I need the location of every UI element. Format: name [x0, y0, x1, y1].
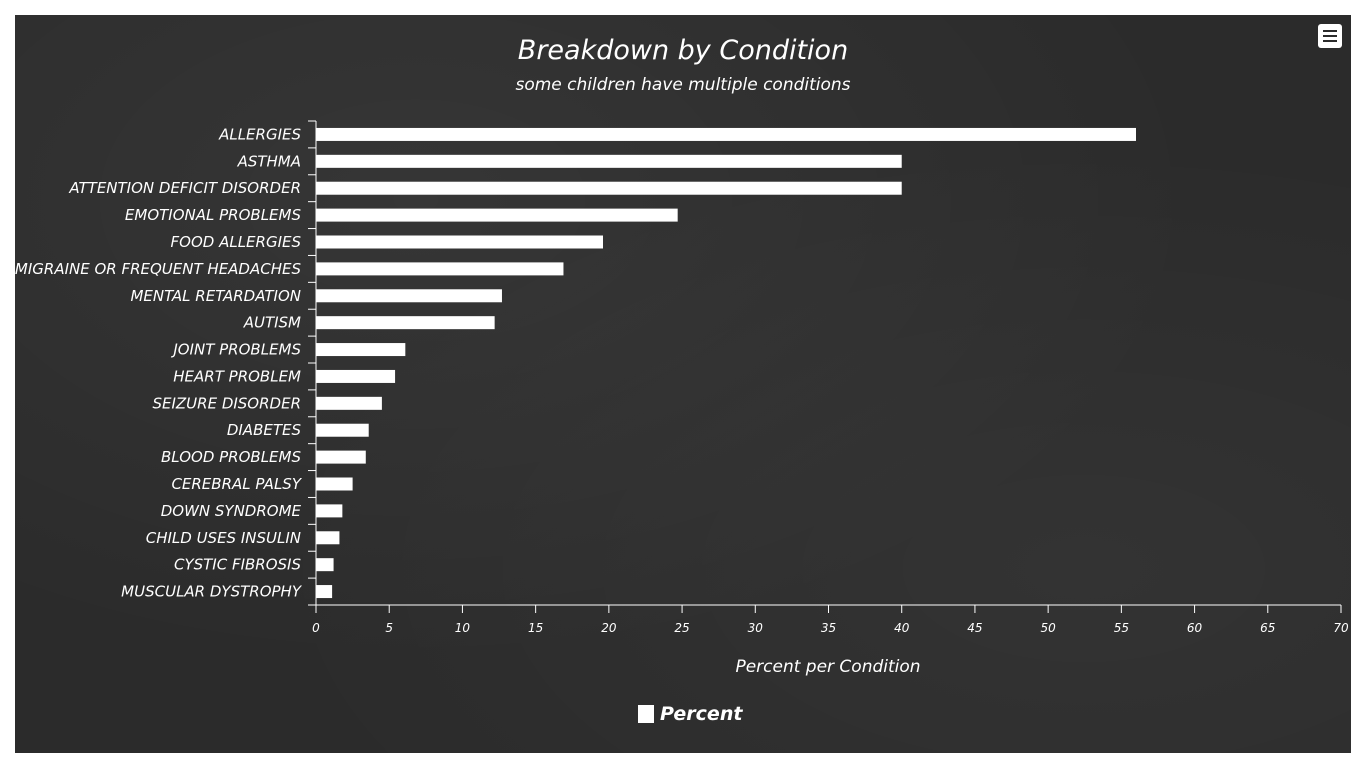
bar[interactable]	[316, 154, 902, 168]
x-axis: 0 5 10 15 20 25 30 35 40 45 50 55 60 65 70	[312, 604, 1349, 635]
category-label: MENTAL RETARDATION	[130, 287, 301, 305]
category-label: FOOD ALLERGIES	[171, 233, 302, 251]
bar[interactable]	[316, 396, 382, 410]
x-tick-label: 45	[967, 621, 982, 635]
bar[interactable]	[316, 558, 334, 572]
category-label: AUTISM	[243, 314, 301, 332]
x-tick-label: 30	[748, 621, 764, 635]
bar[interactable]	[316, 208, 678, 222]
x-tick-label: 15	[528, 621, 543, 635]
bar[interactable]	[316, 585, 333, 599]
category-label: BLOOD PROBLEMS	[161, 448, 301, 466]
bar[interactable]	[316, 423, 369, 437]
x-tick-label: 20	[601, 621, 617, 635]
bar[interactable]	[316, 369, 396, 383]
category-label: CYSTIC FIBROSIS	[174, 556, 302, 574]
x-tick-label: 10	[455, 621, 471, 635]
chalkboard-chart: Breakdown by Condition some children hav…	[15, 15, 1351, 753]
category-label: DOWN SYNDROME	[161, 502, 302, 520]
hamburger-menu-icon	[1323, 30, 1337, 32]
category-label: ALLERGIES	[218, 125, 301, 143]
bar[interactable]	[316, 316, 495, 330]
bar[interactable]	[316, 262, 564, 276]
category-label: DIABETES	[227, 421, 302, 439]
bar[interactable]	[316, 127, 1136, 141]
x-tick-label: 0	[312, 621, 320, 635]
category-label: ASTHMA	[237, 152, 301, 170]
category-label: CHILD USES INSULIN	[146, 529, 301, 547]
category-label: SEIZURE DISORDER	[152, 394, 301, 412]
category-labels: ALLERGIES ASTHMA ATTENTION DEFICIT DISORDE…	[15, 125, 303, 600]
hamburger-menu-icon-line	[1323, 35, 1337, 37]
bar-chart-plot: ALLERGIES ASTHMA ATTENTION DEFICIT DISORDE…	[15, 120, 1349, 677]
x-tick-label: 50	[1041, 621, 1057, 635]
x-tick-label: 65	[1260, 621, 1275, 635]
bar[interactable]	[316, 477, 353, 491]
chart-menu-button[interactable]	[1318, 24, 1342, 48]
bar[interactable]	[316, 504, 343, 518]
x-tick-label: 25	[674, 621, 689, 635]
category-label: ATTENTION DEFICIT DISORDER	[68, 179, 301, 197]
x-tick-label: 70	[1333, 621, 1349, 635]
legend-swatch	[638, 705, 654, 723]
category-label: CEREBRAL PALSY	[171, 475, 302, 493]
category-label: MIGRAINE OR FREQUENT HEADACHES	[15, 260, 301, 278]
x-tick-label: 60	[1187, 621, 1203, 635]
bar[interactable]	[316, 450, 366, 464]
bar[interactable]	[316, 531, 340, 545]
bar[interactable]	[316, 289, 502, 303]
category-label: MUSCULAR DYSTROPHY	[121, 583, 303, 601]
bar[interactable]	[316, 235, 603, 249]
chart-title: Breakdown by Condition	[517, 35, 849, 66]
bar-series	[316, 127, 1136, 599]
category-label: HEART PROBLEM	[173, 367, 301, 385]
x-tick-label: 40	[894, 621, 910, 635]
category-label: EMOTIONAL PROBLEMS	[125, 206, 302, 224]
legend-label: Percent	[660, 703, 743, 725]
hamburger-menu-icon-line	[1323, 40, 1337, 42]
x-tick-label: 55	[1114, 621, 1129, 635]
legend-item-percent[interactable]: Percent	[638, 703, 742, 725]
chart-subtitle: some children have multiple conditions	[515, 75, 851, 95]
x-axis-title: Percent per Condition	[735, 657, 920, 677]
bar[interactable]	[316, 343, 406, 357]
x-tick-label: 35	[821, 621, 836, 635]
category-label: JOINT PROBLEMS	[170, 341, 301, 359]
bar[interactable]	[316, 181, 902, 195]
x-tick-label: 5	[385, 621, 393, 635]
y-axis	[308, 120, 317, 606]
